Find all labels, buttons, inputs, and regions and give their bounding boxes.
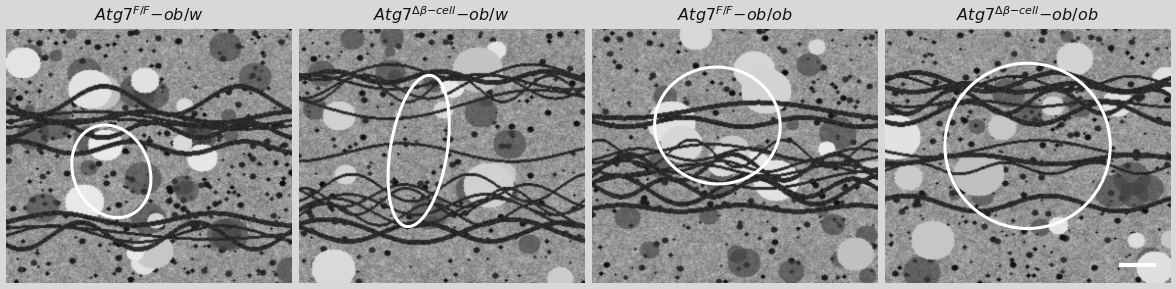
Text: $\mathbf{\it{Atg7}}$$\mathbf{^{\it{\Delta\beta\mathrm{-}cell}}}$$\mathbf{\it{-ob: $\mathbf{\it{Atg7}}$$\mathbf{^{\it{\Delt… xyxy=(956,4,1098,26)
Text: $\mathbf{\it{Atg7}}$$\mathbf{^{\it{F/F}}}$$\mathbf{\it{-ob/ob}}$: $\mathbf{\it{Atg7}}$$\mathbf{^{\it{F/F}}… xyxy=(676,4,793,26)
Text: $\mathbf{\it{Atg7}}$$\mathbf{^{\it{F/F}}}$$\mathbf{\it{-ob/w}}$: $\mathbf{\it{Atg7}}$$\mathbf{^{\it{F/F}}… xyxy=(94,4,203,26)
Text: $\mathbf{\it{Atg7}}$$\mathbf{^{\it{\Delta\beta\mathrm{-}cell}}}$$\mathbf{\it{-ob: $\mathbf{\it{Atg7}}$$\mathbf{^{\it{\Delt… xyxy=(373,4,509,26)
